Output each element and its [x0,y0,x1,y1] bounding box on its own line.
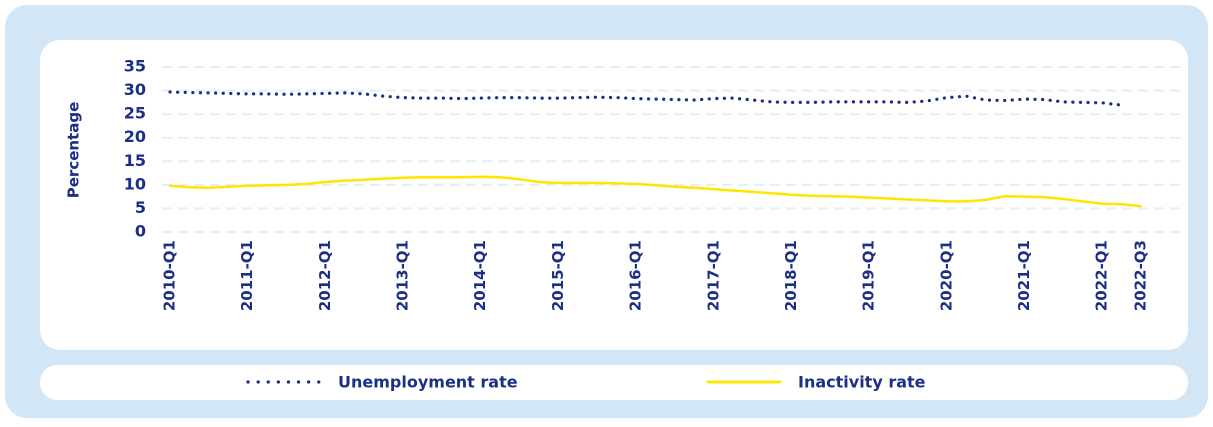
x-tick-label: 2014-Q1 [471,240,489,311]
x-tick-label: 2013-Q1 [394,240,412,311]
x-tick-label: 2011-Q1 [238,240,256,311]
x-tick-label: 2012-Q1 [316,240,334,311]
x-tick-label: 2021-Q1 [1015,240,1033,311]
line-series [168,175,1143,208]
x-tick-label: 2015-Q1 [549,240,567,311]
y-tick-label: 0 [135,222,146,241]
x-tick-label: 2022-Q1 [1093,240,1111,311]
y-tick-label: 10 [124,174,146,193]
x-tick-label: 2018-Q1 [782,240,800,311]
x-tick-label: 2016-Q1 [627,240,645,311]
line-series [168,90,1124,107]
legend-panel [40,365,1188,400]
y-tick-label: 15 [124,151,146,170]
plot-panel [40,40,1188,350]
y-tick-label: 30 [124,80,146,99]
legend-label: Unemployment rate [338,373,518,392]
x-tick-label: 2022-Q3 [1132,240,1150,311]
x-tick-label: 2020-Q1 [937,240,955,311]
y-tick-label: 5 [135,198,146,217]
x-tick-label: 2017-Q1 [704,240,722,311]
legend-label: Inactivity rate [798,373,926,392]
y-tick-label: 20 [124,127,146,146]
y-tick-label: 35 [124,57,146,76]
x-tick-label: 2019-Q1 [860,240,878,311]
y-tick-label: 25 [124,104,146,123]
y-axis-label: Percentage [65,102,83,199]
x-tick-label: 2010-Q1 [161,240,179,311]
